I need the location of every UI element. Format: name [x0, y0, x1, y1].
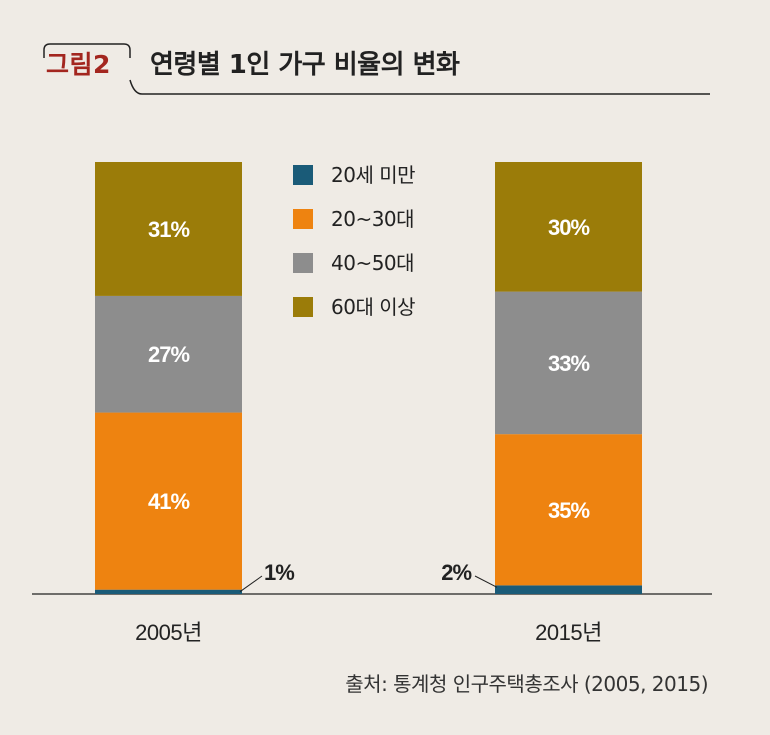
legend-swatch-under20	[293, 165, 313, 185]
bar-segment-2015-age40_50	[495, 291, 642, 435]
data-label: 35%	[548, 498, 589, 523]
bar-segment-2005-age60plus	[95, 162, 242, 296]
data-label: 41%	[148, 489, 189, 514]
category-label: 2005년	[135, 620, 202, 645]
bar-segment-2015-age60plus	[495, 162, 642, 292]
data-label: 30%	[548, 215, 589, 240]
data-label: 2%	[441, 560, 471, 585]
data-label: 33%	[548, 351, 589, 376]
callout-line	[239, 575, 263, 593]
data-label: 31%	[148, 217, 189, 242]
bar-segment-2005-age20_30	[95, 412, 242, 590]
data-label: 27%	[148, 342, 189, 367]
label-bracket	[43, 43, 131, 58]
bar-segment-2015-under20	[495, 585, 642, 594]
header-decoration	[43, 43, 710, 95]
chart-title: 연령별 1인 가구 비율의 변화	[150, 50, 460, 80]
legend-label: 60대 이상	[331, 295, 415, 319]
legend-label: 40~50대	[331, 251, 414, 275]
legend-label: 20~30대	[331, 207, 414, 231]
figure-header: 그림2 연령별 1인 가구 비율의 변화	[0, 0, 770, 110]
source-note: 출처: 통계청 인구주택총조사 (2005, 2015)	[345, 672, 708, 696]
category-label: 2015년	[535, 620, 602, 645]
legend-swatch-age60plus	[293, 297, 313, 317]
bar-segment-2005-age40_50	[95, 295, 242, 413]
legend-swatch-age40_50	[293, 253, 313, 273]
data-label: 1%	[264, 560, 294, 585]
figure-label: 그림2	[46, 50, 111, 79]
bar-segment-2005-under20	[95, 589, 242, 594]
title-underline	[129, 79, 710, 95]
legend-swatch-age20_30	[293, 209, 313, 229]
callout-line	[474, 575, 498, 588]
bar-segment-2015-age20_30	[495, 434, 642, 586]
legend-label: 20세 미만	[331, 163, 415, 187]
